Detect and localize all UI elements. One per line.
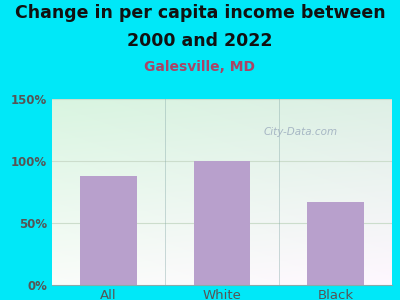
Text: Change in per capita income between: Change in per capita income between bbox=[15, 4, 385, 22]
Text: 2000 and 2022: 2000 and 2022 bbox=[127, 32, 273, 50]
Text: City-Data.com: City-Data.com bbox=[263, 128, 337, 137]
Bar bbox=[80, 176, 137, 285]
Bar bbox=[307, 202, 364, 285]
Bar bbox=[194, 161, 250, 285]
Text: Galesville, MD: Galesville, MD bbox=[144, 60, 256, 74]
